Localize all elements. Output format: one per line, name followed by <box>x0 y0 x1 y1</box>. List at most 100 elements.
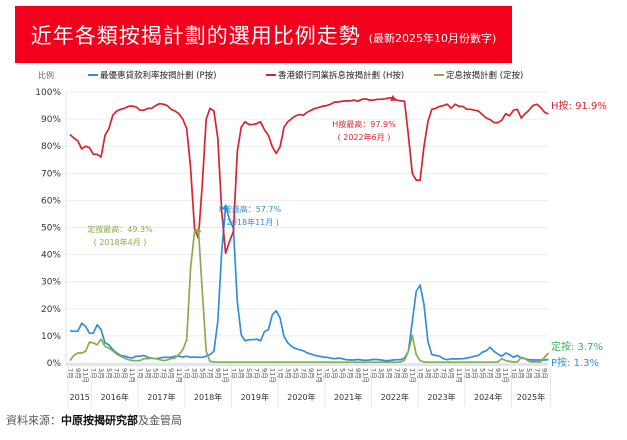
x-tick-label: 5月 <box>105 368 113 379</box>
chart-subtitle: (最新2025年10月份數字) <box>368 31 497 45</box>
x-tick-label: 9月 <box>214 368 222 379</box>
source-rest: 及金管局 <box>138 414 182 427</box>
peak-date-p: ( 2018年11月 ) <box>221 217 279 227</box>
legend-label-h: 香港銀行同業拆息按揭計劃 (H按) <box>278 70 404 81</box>
y-tick-label: 90% <box>41 115 61 125</box>
x-tick-label: 3月 <box>284 368 292 379</box>
x-tick-label: 1月 <box>229 368 237 379</box>
year-label: 2015 <box>70 393 90 402</box>
x-tick-label: 1月 <box>323 368 331 379</box>
x-tick-label: 11月 <box>315 368 323 383</box>
year-label: 2021年 <box>334 392 362 402</box>
y-tick-label: 10% <box>41 332 61 342</box>
legend: 最優惠貸款利率按揭計劃 (P按) 香港銀行同業拆息按揭計劃 (H按) 定息按揭計劃 … <box>88 70 523 81</box>
x-tick-label: 11月 <box>175 368 183 383</box>
series-lines <box>69 96 550 364</box>
end-label-p: P按: 1.3% <box>551 356 599 369</box>
year-label: 2019年 <box>241 392 269 402</box>
y-tick-label: 50% <box>41 224 61 234</box>
x-tick-label: 3月 <box>377 368 385 379</box>
x-tick-label: 5月 <box>292 368 300 379</box>
peak-marker-h <box>389 94 396 101</box>
y-axis-label: 比例 <box>38 70 54 80</box>
x-tick-label: 5月 <box>432 368 440 379</box>
x-tick-label: 3月 <box>97 368 105 379</box>
y-tick-label: 0% <box>47 359 62 369</box>
x-tick-label: 1月 <box>369 368 377 379</box>
end-label-fixed: 定按: 3.7% <box>551 340 603 353</box>
x-tick-label: 9月 <box>167 368 175 379</box>
year-label: 2018年 <box>194 392 222 402</box>
x-tick-label: 9月 <box>401 368 409 379</box>
x-tick-label: 11月 <box>82 368 90 383</box>
y-axis-ticks: 0% 10% 20% 30% 40% 50% 60% 70% 80% 90% 100% <box>35 88 61 369</box>
x-tick-label: 1月 <box>463 368 471 379</box>
x-tick-label: 7月 <box>159 368 167 379</box>
x-tick-label: 3月 <box>424 368 432 379</box>
x-axis: 7月 9月 11月 1月 3月 5月 7月 9月 11月 1月 3月 5月 7月 9月 11月 1月 3月 5月 7… <box>66 363 551 407</box>
year-label: 2016年 <box>101 392 129 402</box>
x-tick-label: 7月 <box>113 368 121 379</box>
x-tick-label: 11月 <box>222 368 230 383</box>
year-label: 2023年 <box>427 392 455 402</box>
x-tick-label: 7月 <box>206 368 214 379</box>
y-tick-label: 70% <box>41 169 61 179</box>
x-tick-label: 1月 <box>183 368 191 379</box>
title-banner: 近年各類按揭計劃的選用比例走勢 (最新2025年10月份數字) <box>15 6 512 63</box>
chart-title: 近年各類按揭計劃的選用比例走勢 <box>30 23 361 48</box>
x-tick-label: 1月 <box>416 368 424 379</box>
source-note: 資料來源：中原按揭研究部及金管局 <box>6 412 182 428</box>
x-tick-label: 9月 <box>120 368 128 379</box>
peak-label-p: P按最高：57.7% <box>219 204 282 214</box>
legend-label-fixed: 定息按揭計劃 (定按) <box>446 70 523 81</box>
peak-label-h: H按最高：97.9% <box>332 119 396 129</box>
x-tick-label: 7月 <box>253 368 261 379</box>
year-label: 2017年 <box>147 392 175 402</box>
x-tick-label: 5月 <box>245 368 253 379</box>
year-label: 2020年 <box>287 392 315 402</box>
end-label-h: H按: 91.9% <box>551 99 607 112</box>
series-line-h <box>69 96 549 255</box>
x-tick-label: 5月 <box>338 368 346 379</box>
x-tick-label: 9月 <box>74 368 82 379</box>
peak-marker-p <box>222 203 229 210</box>
source-label: 資料來源： <box>6 414 61 427</box>
x-tick-label: 1月 <box>509 368 517 379</box>
x-tick-label: 3月 <box>331 368 339 379</box>
y-tick-label: 100% <box>35 88 61 98</box>
x-tick-label: 11月 <box>502 368 510 383</box>
x-tick-label: 11月 <box>455 368 463 383</box>
y-tick-label: 30% <box>41 278 61 288</box>
x-tick-label: 3月 <box>190 368 198 379</box>
x-tick-label: 3月 <box>471 368 479 379</box>
year-label: 2024年 <box>474 392 502 402</box>
peak-marker-fixed <box>195 226 202 233</box>
x-tick-label: 9月 <box>447 368 455 379</box>
year-label: 2025年 <box>517 392 545 402</box>
x-tick-label: 9月 <box>494 368 502 379</box>
series-line-fixed <box>69 228 550 364</box>
x-tick-label: 5月 <box>525 368 533 379</box>
x-tick-label: 5月 <box>198 368 206 379</box>
year-label: 2022年 <box>381 392 409 402</box>
x-tick-label: 7月 <box>486 368 494 379</box>
x-tick-label: 5月 <box>478 368 486 379</box>
x-tick-label: 9月 <box>354 368 362 379</box>
x-tick-label: 7月 <box>299 368 307 379</box>
x-tick-label: 1月 <box>276 368 284 379</box>
x-tick-label: 5月 <box>152 368 160 379</box>
x-tick-label: 1月 <box>136 368 144 379</box>
x-tick-label: 11月 <box>128 368 136 383</box>
x-axis-band <box>66 363 548 366</box>
y-tick-label: 20% <box>41 305 61 315</box>
x-tick-label: 3月 <box>237 368 245 379</box>
x-tick-label: 9月 <box>307 368 315 379</box>
y-tick-label: 80% <box>41 142 61 152</box>
annotations: P按最高：57.7% ( 2018年11月 ) H按最高：97.9% ( 2022年6… <box>87 94 607 369</box>
legend-label-p: 最優惠貸款利率按揭計劃 (P按) <box>100 70 216 81</box>
x-tick-label: 7月 <box>439 368 447 379</box>
peak-date-fixed: ( 2018年4月 ) <box>94 237 147 247</box>
x-tick-label: 11月 <box>362 368 370 383</box>
peak-label-fixed: 定按最高：49.3% <box>87 224 153 234</box>
